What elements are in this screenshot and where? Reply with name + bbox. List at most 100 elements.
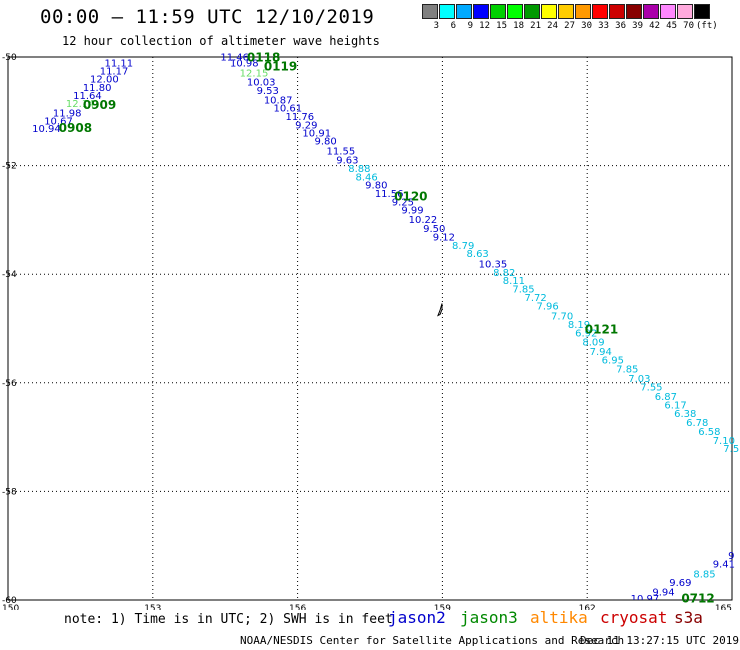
- legend-swatch: [558, 4, 574, 19]
- satellite-altika-label: altika: [530, 608, 588, 627]
- legend-swatch: [541, 4, 557, 19]
- wave-height-value: 9.50: [423, 224, 445, 235]
- wave-height-value: 10.67: [44, 117, 73, 128]
- wave-height-value: 6.87: [655, 392, 677, 403]
- wave-height-value: 7.5: [723, 444, 739, 455]
- wave-height-value: 11.64: [73, 91, 102, 102]
- wave-height-value: 7.94: [590, 347, 612, 358]
- wave-height-value: 8.19: [568, 320, 590, 331]
- legend-value-label: 70: [683, 21, 694, 31]
- legend-value-label: 33: [598, 21, 609, 31]
- legend-swatch: [609, 4, 625, 19]
- legend-value-label: 27: [564, 21, 575, 31]
- wave-height-value: 8.63: [467, 249, 489, 260]
- legend-swatch: [694, 4, 710, 19]
- wave-height-value: 10.35: [479, 259, 508, 270]
- wave-height-value: 9.63: [336, 156, 358, 167]
- wave-height-value: 11.76: [286, 112, 315, 123]
- wave-height-value: 12.00: [90, 75, 119, 86]
- page-subtitle: 12 hour collection of altimeter wave hei…: [62, 34, 380, 48]
- lat-tick-label: -58: [2, 487, 17, 497]
- wave-height-value: 9: [728, 551, 734, 562]
- wave-height-value: 12.15: [240, 69, 269, 80]
- wave-height-value: 7.03: [628, 374, 650, 385]
- legend-value-label: 6: [450, 21, 456, 31]
- wave-height-value: 10.98: [230, 58, 259, 69]
- legend-swatch: [575, 4, 591, 19]
- pass-time-label: 0120: [394, 189, 427, 203]
- wave-height-value: 8.85: [693, 569, 715, 580]
- lon-tick-label: 162: [579, 604, 596, 610]
- lat-tick-label: -50: [2, 53, 17, 63]
- lat-tick-label: -60: [2, 596, 17, 606]
- lon-tick-label: 159: [434, 604, 451, 610]
- wave-height-value: 8.79: [452, 241, 474, 252]
- satellite-jason3-label: jason3: [460, 608, 518, 627]
- wave-height-value: 9.80: [314, 137, 336, 148]
- pass-time-label: 0118: [247, 50, 280, 64]
- wave-height-value: 8.46: [356, 172, 378, 183]
- pass-time-label: 0119: [264, 60, 297, 74]
- wave-height-value: 11.46: [220, 52, 249, 63]
- lon-tick-label: 150: [2, 604, 19, 610]
- legend-swatch: [473, 4, 489, 19]
- wave-height-value: 9.53: [257, 86, 279, 97]
- wave-height-value: 10.94: [32, 124, 61, 135]
- wave-height-value: 6.95: [602, 355, 624, 366]
- legend-value-label: 21: [530, 21, 541, 31]
- legend-value-label: 24: [547, 21, 558, 31]
- legend-value-label: 9: [467, 21, 473, 31]
- wave-height-value: 9.25: [392, 197, 414, 208]
- satellite-s3a-label: s3a: [674, 608, 703, 627]
- legend-value-label: 45: [666, 21, 677, 31]
- wave-height-value: 6.38: [674, 409, 696, 420]
- wave-height-value: 7.55: [640, 383, 662, 394]
- legend-value-label: 12: [479, 21, 490, 31]
- lat-tick-label: -56: [2, 379, 17, 389]
- wave-height-value: 10.87: [264, 95, 293, 106]
- satellite-cryosat-label: cryosat: [600, 608, 668, 627]
- legend-swatch: [592, 4, 608, 19]
- legend-swatch: [660, 4, 676, 19]
- credit-text: NOAA/NESDIS Center for Satellite Applica…: [240, 634, 625, 647]
- wave-height-value: 6.58: [698, 427, 720, 438]
- lat-tick-label: -52: [2, 162, 17, 172]
- legend-value-label: 30: [581, 21, 592, 31]
- wave-height-value: 10.91: [302, 128, 331, 139]
- wave-height-value: 9.99: [401, 206, 423, 217]
- wave-height-value: 6.92: [575, 328, 597, 339]
- wave-height-value: 8.09: [582, 338, 604, 349]
- wave-height-value: 11.17: [100, 67, 129, 78]
- wave-height-value: 11.55: [327, 146, 356, 157]
- wave-height-value: 7.96: [537, 302, 559, 313]
- legend-swatch: [643, 4, 659, 19]
- color-legend-labels: 3 6 9 12 15 18 21 24 27 30 33 36 39 42 45 70 (ft): [422, 21, 740, 33]
- wave-height-value: 11.56: [375, 189, 404, 200]
- legend-swatch: [490, 4, 506, 19]
- legend-swatch: [524, 4, 540, 19]
- wave-height-value: 11.98: [53, 108, 82, 119]
- wave-height-value: 9.80: [365, 181, 387, 192]
- wave-height-value: 6.17: [664, 401, 686, 412]
- wave-height-value: 9.69: [669, 578, 691, 589]
- lon-tick-label: 165: [715, 604, 732, 610]
- wave-height-value: 9.41: [713, 560, 735, 571]
- wave-height-value: 10.03: [247, 77, 276, 88]
- generated-timestamp: Dec 11 13:27:15 UTC 2019: [580, 634, 739, 647]
- legend-value-label: 42: [649, 21, 660, 31]
- legend-value-label: (ft): [696, 21, 718, 31]
- wave-height-value: 9.12: [433, 233, 455, 244]
- wave-height-value: 7.70: [551, 311, 573, 322]
- map-frame: [7, 56, 733, 601]
- wave-height-value: 8.82: [493, 268, 515, 279]
- legend-value-label: 15: [496, 21, 507, 31]
- wave-height-value: 6.78: [686, 418, 708, 429]
- legend-swatch: [439, 4, 455, 19]
- wave-height-value: 8.11: [503, 276, 525, 287]
- legend-value-label: 18: [513, 21, 524, 31]
- footer-note: note: 1) Time is in UTC; 2) SWH is in fe…: [64, 612, 393, 627]
- legend-swatch: [456, 4, 472, 19]
- island-icon: [437, 303, 443, 317]
- legend-value-label: 3: [433, 21, 439, 31]
